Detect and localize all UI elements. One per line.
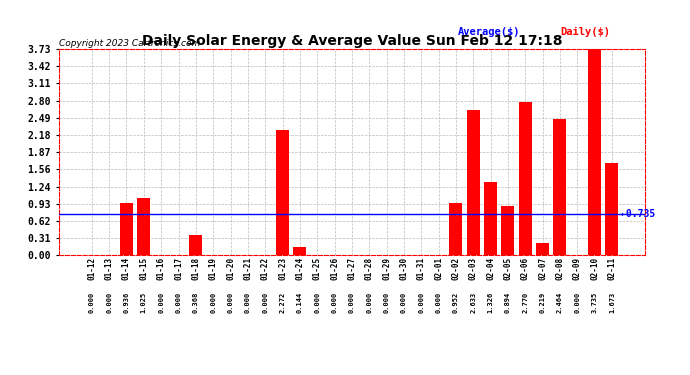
Bar — [553, 119, 566, 255]
Text: 0.368: 0.368 — [193, 292, 199, 314]
Bar — [606, 163, 618, 255]
Text: Daily($): Daily($) — [560, 27, 610, 38]
Bar — [137, 198, 150, 255]
Text: 1.326: 1.326 — [488, 292, 493, 314]
Text: 0.000: 0.000 — [574, 292, 580, 314]
Text: 0.000: 0.000 — [245, 292, 251, 314]
Text: 0.000: 0.000 — [435, 292, 442, 314]
Text: 0.000: 0.000 — [210, 292, 216, 314]
Text: 1.025: 1.025 — [141, 292, 147, 314]
Text: Average($): Average($) — [457, 27, 520, 38]
Bar — [449, 202, 462, 255]
Text: 0.144: 0.144 — [297, 292, 303, 314]
Text: 0.000: 0.000 — [314, 292, 320, 314]
Text: 0.000: 0.000 — [158, 292, 164, 314]
Text: 0.000: 0.000 — [418, 292, 424, 314]
Bar — [189, 235, 202, 255]
Text: 0.000: 0.000 — [89, 292, 95, 314]
Text: 0.000: 0.000 — [401, 292, 407, 314]
Text: 0.219: 0.219 — [540, 292, 546, 314]
Text: 2.633: 2.633 — [471, 292, 476, 314]
Bar — [536, 243, 549, 255]
Text: 0.000: 0.000 — [349, 292, 355, 314]
Text: 0.000: 0.000 — [384, 292, 390, 314]
Text: 0.000: 0.000 — [228, 292, 233, 314]
Text: 0.000: 0.000 — [366, 292, 372, 314]
Text: 0.000: 0.000 — [262, 292, 268, 314]
Bar — [466, 110, 480, 255]
Title: Daily Solar Energy & Average Value Sun Feb 12 17:18: Daily Solar Energy & Average Value Sun F… — [141, 34, 562, 48]
Text: ←0.735: ←0.735 — [621, 210, 656, 219]
Text: 0.952: 0.952 — [453, 292, 459, 314]
Text: 0.000: 0.000 — [175, 292, 181, 314]
Text: 1.673: 1.673 — [609, 292, 615, 314]
Bar — [293, 247, 306, 255]
Text: 0.894: 0.894 — [505, 292, 511, 314]
Bar — [588, 49, 601, 255]
Text: 0.000: 0.000 — [106, 292, 112, 314]
Bar — [502, 206, 515, 255]
Bar — [276, 130, 289, 255]
Bar — [484, 182, 497, 255]
Text: 2.272: 2.272 — [279, 292, 286, 314]
Bar — [120, 203, 133, 255]
Bar — [519, 102, 532, 255]
Text: 3.735: 3.735 — [591, 292, 598, 314]
Text: 0.000: 0.000 — [332, 292, 337, 314]
Text: 2.770: 2.770 — [522, 292, 529, 314]
Text: 0.936: 0.936 — [124, 292, 130, 314]
Text: 2.464: 2.464 — [557, 292, 563, 314]
Text: Copyright 2023 Cartronics.com: Copyright 2023 Cartronics.com — [59, 39, 200, 48]
